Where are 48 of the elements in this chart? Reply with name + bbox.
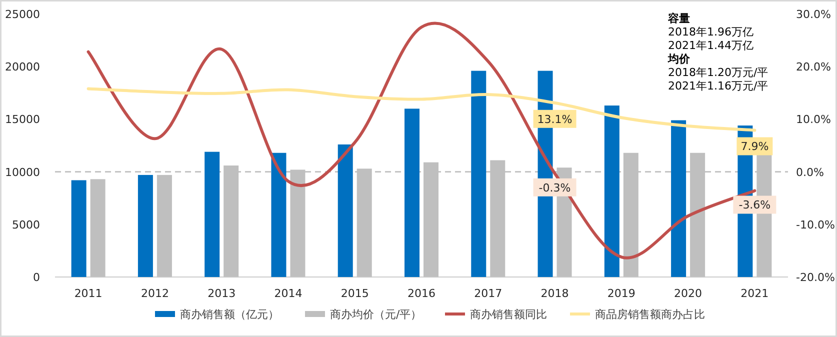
bar (271, 152, 286, 277)
bar (90, 179, 106, 277)
data-label: 7.9% (740, 140, 769, 154)
x-tick-label: 2011 (74, 287, 102, 300)
y-tick-label: 15000 (5, 113, 40, 126)
x-tick-label: 2019 (607, 287, 636, 300)
x-tick-label: 2021 (740, 287, 769, 300)
y2-tick-label: -10.0% (796, 218, 835, 232)
bar (156, 174, 172, 277)
annotation: 均价 (667, 52, 691, 66)
y-tick-label: 10000 (5, 166, 40, 179)
y2-tick-label: 0.0% (796, 166, 824, 179)
x-tick-label: 2020 (674, 287, 702, 300)
bar (404, 108, 420, 277)
legend-label: 商办均价（元/平） (330, 308, 422, 321)
annotation: 2021年1.16万元/平 (668, 80, 768, 92)
x-tick-label: 2017 (474, 287, 502, 300)
y2-tick-label: 20.0% (796, 60, 831, 74)
annotation: 2021年1.44万亿 (668, 39, 754, 52)
y-tick-label: 0 (33, 271, 40, 284)
y-tick-label: 20000 (5, 60, 40, 74)
annotation: 2018年1.96万亿 (668, 26, 754, 38)
annotation: 2018年1.20万元/平 (668, 66, 768, 79)
bar (138, 174, 153, 277)
x-tick-label: 2013 (208, 287, 236, 300)
y-tick-label: 5000 (12, 218, 40, 232)
bar (471, 70, 486, 277)
data-label: -3.6% (738, 198, 771, 212)
annotation: 容量 (667, 12, 690, 25)
y2-tick-label: 10.0% (796, 113, 831, 126)
legend-label: 商办销售额同比 (470, 308, 547, 321)
y2-tick-label: -20.0% (796, 271, 835, 284)
bar (338, 144, 353, 277)
legend-label: 商品房销售额商办占比 (595, 308, 705, 321)
y2-tick-label: 30.0% (796, 8, 831, 21)
bar (204, 152, 220, 277)
bar (71, 180, 86, 277)
bar (604, 106, 620, 277)
y-tick-label: 25000 (5, 8, 40, 21)
bar (671, 120, 686, 277)
legend-label: 商办销售额（亿元） (180, 308, 279, 321)
data-label: -0.3% (538, 181, 571, 194)
x-tick-label: 2014 (274, 287, 302, 300)
x-tick-label: 2016 (408, 287, 436, 300)
x-tick-label: 2015 (340, 287, 369, 300)
data-label: 13.1% (537, 112, 572, 126)
x-tick-label: 2018 (540, 287, 569, 300)
x-tick-label: 2012 (140, 287, 169, 300)
